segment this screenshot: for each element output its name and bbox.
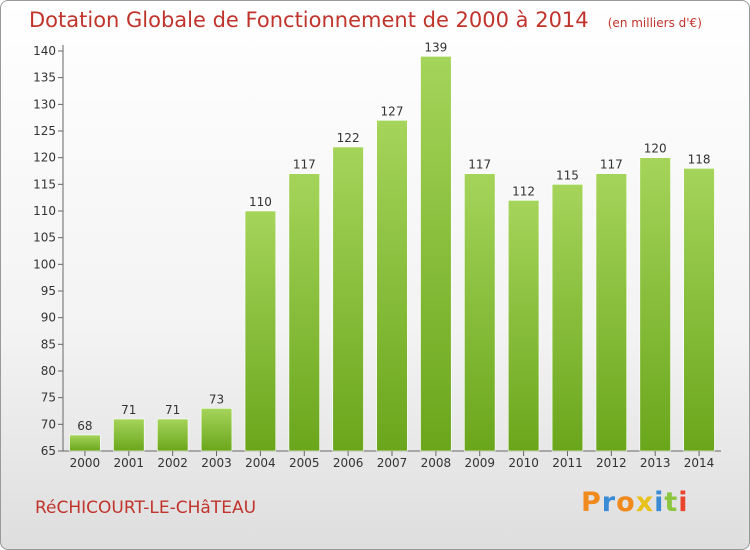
value-label-2007: 127	[381, 104, 404, 118]
value-label-2004: 110	[249, 195, 272, 209]
chart-title: Dotation Globale de Fonctionnement de 20…	[29, 8, 589, 32]
value-label-2003: 73	[209, 392, 224, 406]
y-tick-label: 130	[33, 97, 56, 111]
value-label-2009: 117	[468, 158, 491, 172]
bar-2004	[244, 210, 277, 452]
value-label-2001: 71	[121, 403, 136, 417]
logo-letter: t	[664, 487, 679, 518]
y-tick-label: 135	[33, 71, 56, 85]
y-tick-label: 85	[41, 337, 56, 351]
bar-2012	[595, 173, 627, 452]
value-label-2005: 117	[293, 158, 316, 172]
proxiti-logo[interactable]: Proxiti	[581, 487, 689, 518]
bar-2009	[464, 173, 496, 452]
bar-2003	[200, 408, 233, 452]
commune-name: RéCHICOURT-LE-CHâTEAU	[35, 498, 257, 518]
x-tick-label-2008: 2008	[421, 456, 452, 470]
y-tick-label: 120	[33, 151, 56, 165]
value-label-2008: 139	[424, 40, 447, 54]
bar-2002	[157, 418, 189, 452]
bar-2006	[332, 146, 364, 452]
value-label-2011: 115	[556, 168, 579, 182]
logo-letter: P	[581, 487, 602, 518]
y-tick-label: 125	[33, 124, 56, 138]
y-tick-label: 90	[41, 311, 56, 325]
y-tick-label: 80	[41, 364, 56, 378]
x-tick-label-2007: 2007	[377, 456, 408, 470]
y-tick-label: 140	[33, 44, 56, 58]
chart-unit-note: (en milliers d'€)	[607, 16, 702, 30]
y-tick-label: 105	[33, 231, 56, 245]
logo-letter: x	[635, 487, 655, 518]
y-tick-label: 95	[41, 284, 56, 298]
y-tick-label: 115	[33, 177, 56, 191]
bar-2007	[376, 120, 408, 452]
x-tick-label-2004: 2004	[245, 456, 276, 470]
x-tick-label-2009: 2009	[464, 456, 495, 470]
title-row: Dotation Globale de Fonctionnement de 20…	[29, 8, 702, 32]
bar-2000	[69, 434, 101, 452]
value-label-2013: 120	[644, 142, 667, 156]
x-tick-label-2006: 2006	[333, 456, 364, 470]
x-tick-label-2011: 2011	[552, 456, 583, 470]
logo-letter: r	[601, 487, 617, 518]
value-label-2000: 68	[77, 419, 92, 433]
logo-letter: i	[678, 487, 689, 518]
x-tick-label-2001: 2001	[114, 456, 145, 470]
x-tick-label-2013: 2013	[640, 456, 671, 470]
bar-2013	[639, 157, 671, 452]
value-label-2002: 71	[165, 403, 180, 417]
y-tick-label: 65	[41, 444, 56, 458]
x-tick-label-2014: 2014	[684, 456, 715, 470]
bar-2014	[683, 168, 715, 452]
x-tick-label-2002: 2002	[157, 456, 188, 470]
x-tick-label-2010: 2010	[508, 456, 539, 470]
bar-2005	[288, 173, 320, 452]
bar-2008	[420, 56, 452, 452]
bar-2010	[507, 200, 540, 452]
y-tick-label: 100	[33, 257, 56, 271]
bar-2001	[113, 418, 145, 452]
y-tick-label: 70	[41, 417, 56, 431]
bar-2011	[551, 184, 584, 452]
x-tick-label-2012: 2012	[596, 456, 627, 470]
logo-letter: o	[616, 487, 636, 518]
x-tick-label-2005: 2005	[289, 456, 320, 470]
y-tick-label: 75	[41, 391, 56, 405]
logo-letter: i	[654, 487, 665, 518]
x-tick-label-2003: 2003	[201, 456, 232, 470]
value-label-2010: 112	[512, 184, 535, 198]
value-label-2014: 118	[688, 152, 711, 166]
y-tick-label: 110	[33, 204, 56, 218]
value-label-2006: 122	[337, 131, 360, 145]
value-label-2012: 117	[600, 158, 623, 172]
x-tick-label-2000: 2000	[70, 456, 101, 470]
